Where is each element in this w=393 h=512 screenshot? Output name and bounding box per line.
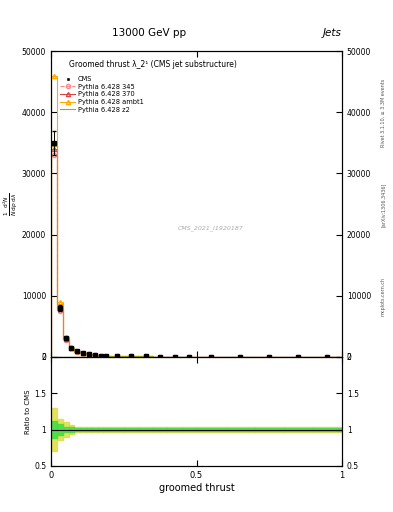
Pythia 6.428 345 [104,353,109,359]
Pythia 6.428 370 [158,353,163,359]
Pythia 6.428 ambt1 [81,350,85,356]
Pythia 6.428 ambt1 [158,353,163,359]
Pythia 6.428 ambt1 [267,354,272,360]
Pythia 6.428 ambt1 [98,352,103,358]
Pythia 6.428 ambt1 [114,353,119,359]
Pythia 6.428 370 [129,353,134,359]
Pythia 6.428 370 [81,350,85,356]
Pythia 6.428 345 [209,354,213,360]
Pythia 6.428 ambt1 [296,354,301,360]
Pythia 6.428 ambt1 [325,354,330,360]
Pythia 6.428 370 [86,351,91,357]
Pythia 6.428 345 [238,354,242,360]
Pythia 6.428 345 [57,308,62,314]
Pythia 6.428 370 [114,353,119,359]
X-axis label: groomed thrust: groomed thrust [159,482,234,493]
Pythia 6.428 345 [267,354,272,360]
Text: mcplots.cern.ch: mcplots.cern.ch [381,278,386,316]
Line: Pythia 6.428 ambt1: Pythia 6.428 ambt1 [52,74,329,359]
Pythia 6.428 345 [143,353,148,359]
Text: Rivet 3.1.10, ≥ 3.3M events: Rivet 3.1.10, ≥ 3.3M events [381,78,386,147]
Text: CMS_2021_I1920187: CMS_2021_I1920187 [178,226,244,231]
Pythia 6.428 345 [81,350,85,356]
Pythia 6.428 ambt1 [92,352,97,358]
Pythia 6.428 345 [92,352,97,358]
Pythia 6.428 370 [296,354,301,360]
Pythia 6.428 ambt1 [63,334,68,340]
Pythia 6.428 345 [187,354,192,360]
Pythia 6.428 ambt1 [129,353,134,359]
Line: Pythia 6.428 370: Pythia 6.428 370 [52,147,329,359]
Pythia 6.428 345 [296,354,301,360]
Y-axis label: $\frac{1}{N}\frac{\mathrm{d}^2 N}{\mathrm{d}p\ \mathrm{d}\lambda}$: $\frac{1}{N}\frac{\mathrm{d}^2 N}{\mathr… [1,192,19,216]
Pythia 6.428 ambt1 [173,353,177,359]
Text: 13000 GeV pp: 13000 GeV pp [112,28,186,38]
Pythia 6.428 370 [51,146,56,152]
Pythia 6.428 345 [75,349,80,355]
Pythia 6.428 370 [238,354,242,360]
Y-axis label: Ratio to CMS: Ratio to CMS [25,389,31,434]
Pythia 6.428 ambt1 [69,344,74,350]
Pythia 6.428 370 [104,353,109,359]
Pythia 6.428 345 [114,353,119,359]
Pythia 6.428 370 [267,354,272,360]
Pythia 6.428 370 [209,354,213,360]
Text: Jets: Jets [323,28,342,38]
Pythia 6.428 370 [69,345,74,351]
Pythia 6.428 ambt1 [209,354,213,360]
Pythia 6.428 ambt1 [57,298,62,305]
Pythia 6.428 370 [325,354,330,360]
Pythia 6.428 370 [63,336,68,342]
Line: Pythia 6.428 345: Pythia 6.428 345 [52,153,329,359]
Legend: CMS, Pythia 6.428 345, Pythia 6.428 370, Pythia 6.428 ambt1, Pythia 6.428 z2: CMS, Pythia 6.428 345, Pythia 6.428 370,… [60,76,143,113]
Pythia 6.428 370 [173,353,177,359]
Text: Groomed thrust λ_2¹ (CMS jet substructure): Groomed thrust λ_2¹ (CMS jet substructur… [69,60,237,69]
Pythia 6.428 ambt1 [75,348,80,354]
Pythia 6.428 370 [75,348,80,354]
Pythia 6.428 345 [173,353,177,359]
Pythia 6.428 370 [57,306,62,312]
Pythia 6.428 ambt1 [238,354,242,360]
Pythia 6.428 345 [98,353,103,359]
Pythia 6.428 ambt1 [143,353,148,359]
Pythia 6.428 370 [187,354,192,360]
Pythia 6.428 370 [98,353,103,359]
Text: [arXiv:1306.3436]: [arXiv:1306.3436] [381,183,386,227]
Pythia 6.428 ambt1 [187,354,192,360]
Pythia 6.428 345 [129,353,134,359]
Pythia 6.428 345 [158,353,163,359]
Pythia 6.428 370 [143,353,148,359]
Pythia 6.428 345 [69,345,74,351]
Pythia 6.428 345 [51,152,56,158]
Pythia 6.428 370 [92,352,97,358]
Pythia 6.428 ambt1 [86,351,91,357]
Pythia 6.428 345 [63,336,68,343]
Pythia 6.428 345 [325,354,330,360]
Pythia 6.428 345 [86,351,91,357]
Pythia 6.428 ambt1 [51,73,56,79]
Pythia 6.428 ambt1 [104,353,109,359]
